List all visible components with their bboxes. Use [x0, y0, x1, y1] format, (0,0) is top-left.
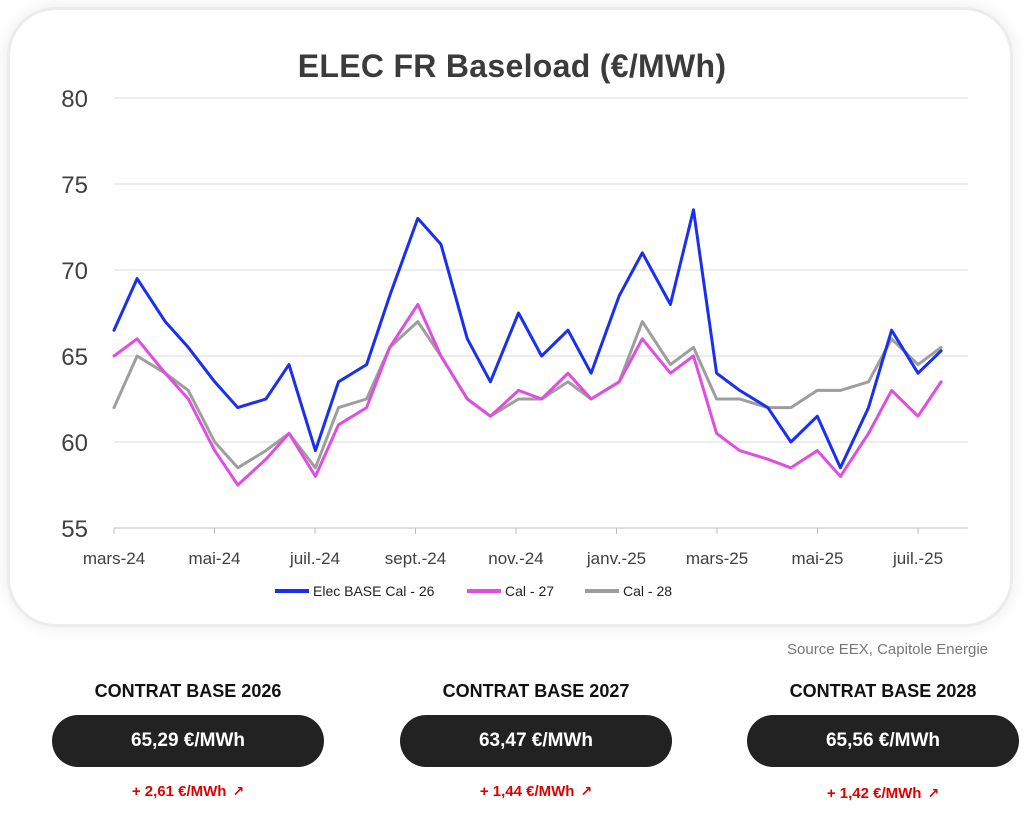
x-tick-label: juil.-25 — [892, 549, 943, 568]
y-tick-label: 75 — [61, 172, 88, 199]
arrow-up-right-icon: ↗ — [232, 783, 245, 799]
arrow-up-right-icon: ↗ — [580, 783, 593, 799]
contract-2027: CONTRAT BASE 2027 63,47 €/MWh + 1,44 €/M… — [400, 678, 672, 800]
change-value: + 1,42 €/MWh — [826, 785, 922, 802]
contract-2026: CONTRAT BASE 2026 65,29 €/MWh + 2,61 €/M… — [52, 678, 324, 800]
series-line — [112, 208, 943, 470]
chart-title: ELEC FR Baseload (€/MWh) — [297, 48, 727, 84]
source-note: Source EEX, Capitole Energie — [787, 641, 988, 658]
series-line — [112, 302, 943, 487]
contract-title: CONTRAT BASE 2028 — [789, 681, 977, 701]
line-chart: 55 60 65 70 75 80 mars-24 mai-24 juil.-24 sept.-… — [61, 86, 968, 599]
x-tick-label: janv.-25 — [586, 549, 646, 568]
arrow-up-right-icon: ↗ — [927, 785, 940, 801]
contract-change: + 1,42 €/MWh ↗ — [747, 785, 1019, 802]
x-tick-label: mai-24 — [189, 549, 241, 568]
contract-title: CONTRAT BASE 2026 — [94, 681, 282, 701]
y-tick-label: 55 — [61, 516, 88, 543]
legend-label: Cal - 28 — [623, 583, 672, 599]
contract-title: CONTRAT BASE 2027 — [442, 681, 630, 701]
x-tick-label: sept.-24 — [385, 549, 446, 568]
legend: Elec BASE Cal - 26 Cal - 27 Cal - 28 — [275, 583, 672, 599]
contract-change: + 1,44 €/MWh ↗ — [400, 783, 672, 800]
x-tick-label: mars-24 — [83, 549, 145, 568]
x-axis-ticks: mars-24 mai-24 juil.-24 sept.-24 nov.-24 janv… — [83, 528, 943, 568]
contract-change: + 2,61 €/MWh ↗ — [52, 783, 324, 800]
contract-2028: CONTRAT BASE 2028 65,56 €/MWh + 1,42 €/M… — [747, 678, 1019, 802]
change-value: + 2,61 €/MWh — [131, 783, 227, 800]
series-lines — [112, 208, 943, 487]
series-line — [112, 320, 943, 470]
chart-card — [10, 10, 1010, 624]
y-tick-label: 80 — [61, 86, 88, 113]
y-tick-label: 65 — [61, 344, 88, 371]
x-tick-label: nov.-24 — [488, 549, 543, 568]
x-tick-label: mars-25 — [686, 549, 748, 568]
legend-label: Elec BASE Cal - 26 — [313, 583, 435, 599]
x-tick-label: mai-25 — [792, 549, 844, 568]
contract-price: 63,47 €/MWh — [400, 715, 672, 767]
change-value: + 1,44 €/MWh — [479, 783, 575, 800]
y-tick-label: 60 — [61, 430, 88, 457]
y-axis-ticks: 55 60 65 70 75 80 — [61, 86, 88, 543]
y-tick-label: 70 — [61, 258, 88, 285]
legend-label: Cal - 27 — [505, 583, 554, 599]
contract-price: 65,56 €/MWh — [747, 715, 1019, 767]
contract-price: 65,29 €/MWh — [52, 715, 324, 767]
x-tick-label: juil.-24 — [289, 549, 340, 568]
